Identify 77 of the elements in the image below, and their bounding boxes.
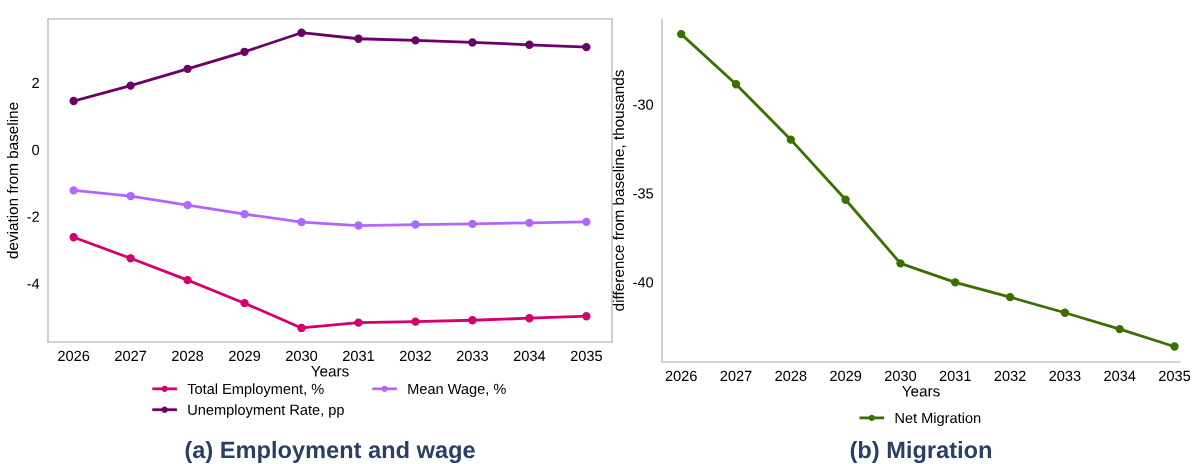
x-tick-label: 2030 [884, 370, 917, 382]
point [896, 259, 905, 268]
point [126, 81, 135, 90]
point [354, 34, 363, 43]
point [951, 278, 960, 287]
point [731, 80, 741, 89]
y-tick-label: -2 [27, 211, 39, 222]
point [411, 317, 420, 326]
point [297, 323, 306, 333]
point [297, 28, 306, 37]
point [411, 220, 420, 229]
point [468, 219, 477, 229]
y-axis-title: difference from baseline, thousands [612, 70, 626, 311]
text: (a) Employment and wage [185, 440, 475, 464]
point [525, 218, 534, 228]
point [582, 217, 591, 227]
x-tick-label: 2032 [399, 350, 431, 362]
y-tick-label: 2 [32, 77, 39, 88]
point [126, 191, 135, 201]
x-tick-label: 2027 [720, 370, 752, 382]
point [183, 275, 192, 285]
point [183, 64, 192, 74]
point [297, 218, 306, 227]
point [525, 314, 534, 323]
x-tick-label: 2028 [172, 350, 204, 362]
legend-label: Mean Wage, % [408, 383, 506, 397]
y-axis-title: deviation from baseline [6, 102, 19, 259]
point [69, 96, 78, 106]
point [582, 42, 591, 52]
x-tick-label: 2028 [775, 370, 807, 382]
point [841, 195, 850, 204]
text: (b) Migration [850, 440, 992, 464]
point [354, 221, 363, 230]
point [240, 209, 249, 219]
y-tick-label: -30 [633, 99, 654, 110]
legend-label: Unemployment Rate, pp [188, 404, 344, 418]
x-tick-label: 2035 [1159, 370, 1191, 382]
x-tick-label: 2026 [665, 370, 697, 382]
point [240, 47, 249, 56]
x-tick-label: 2034 [1104, 370, 1136, 382]
x-tick-label: 2029 [830, 370, 862, 382]
x-tick-label: 2032 [994, 370, 1026, 382]
legend-label: Net Migration [895, 412, 981, 427]
x-axis-title: Years [902, 385, 940, 397]
x-tick-label: 2033 [1049, 370, 1081, 382]
point [1005, 292, 1015, 302]
x-tick-label: 2029 [229, 350, 261, 362]
point [786, 135, 795, 144]
point [1115, 324, 1124, 334]
point [354, 318, 363, 327]
x-tick-label: 2034 [513, 350, 546, 362]
point [468, 316, 477, 325]
x-tick-label: 2030 [286, 350, 318, 362]
point [183, 200, 192, 210]
point [468, 38, 477, 47]
point [677, 29, 686, 39]
x-tick-label: 2027 [115, 350, 147, 362]
x-tick-label: 2031 [939, 370, 971, 382]
point [69, 186, 78, 195]
x-tick-label: 2031 [343, 350, 374, 362]
point [525, 40, 534, 49]
point [240, 299, 249, 308]
point [69, 233, 78, 242]
y-tick-label: -4 [27, 278, 40, 289]
legend-label: Total Employment, % [187, 383, 324, 397]
x-tick-label: 2026 [58, 350, 90, 362]
x-tick-label: 2033 [456, 350, 489, 362]
point [582, 312, 591, 321]
y-tick-label: -35 [633, 188, 654, 199]
point [1060, 308, 1070, 317]
point [1170, 342, 1179, 351]
x-tick-label: 2035 [570, 350, 602, 362]
point [411, 36, 420, 45]
point [126, 254, 135, 263]
y-tick-label: -40 [633, 277, 654, 288]
x-axis-title: Years [311, 365, 349, 377]
y-tick-label: 0 [32, 144, 40, 155]
